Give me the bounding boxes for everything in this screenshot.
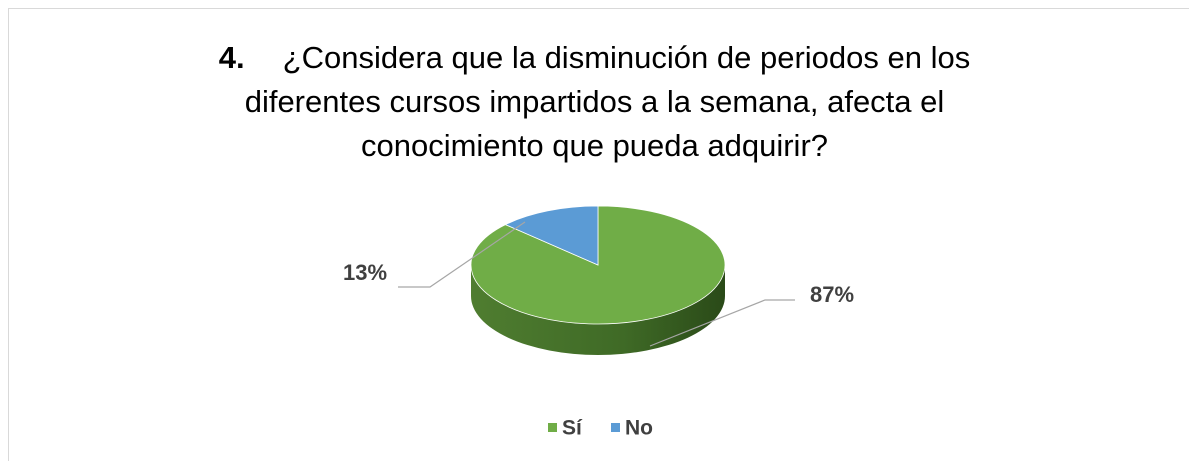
legend-swatch <box>611 423 620 432</box>
data-label: 87% <box>810 282 854 307</box>
leader-line <box>398 221 526 288</box>
data-label: 13% <box>343 260 387 285</box>
chart-title: 4. ¿Considera que la disminución de perio… <box>0 36 1189 168</box>
pie-slice <box>504 205 599 266</box>
chart-frame <box>8 8 1189 461</box>
pie-side <box>471 265 725 355</box>
legend-swatch <box>548 423 557 432</box>
pie-slice <box>470 205 726 325</box>
title-number: 4. <box>218 40 245 75</box>
legend-label: Sí <box>562 417 583 440</box>
legend-label: No <box>625 417 653 440</box>
leader-line <box>649 299 795 347</box>
title-text: ¿Considera que la disminución de periodo… <box>244 40 971 163</box>
